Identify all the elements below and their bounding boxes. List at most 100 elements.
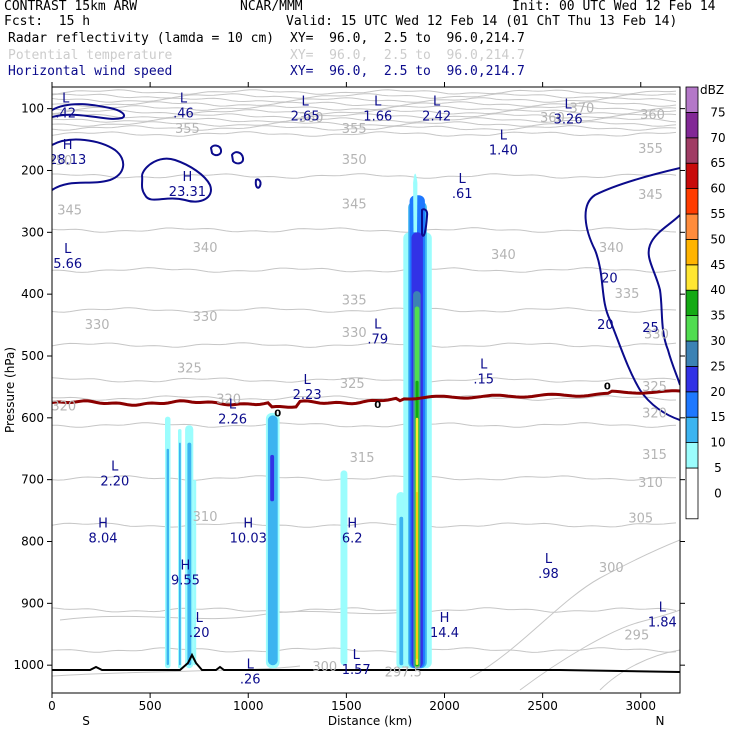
wind-speed-contour — [254, 178, 262, 189]
extremum-type: L — [433, 95, 441, 110]
theta-isentrope — [52, 475, 676, 481]
theta-isentrope — [52, 131, 677, 137]
theta-isentrope — [52, 113, 677, 119]
extremum-value: 1.57 — [342, 663, 371, 678]
plot-frame — [51, 86, 681, 694]
theta-isentrope — [52, 121, 677, 127]
theta-label: 330 — [85, 318, 110, 333]
colorbar-swatch — [685, 238, 699, 266]
extremum-type: H — [181, 558, 191, 573]
colorbar-level: 15 — [710, 410, 725, 424]
extremum-type: L — [302, 95, 310, 110]
theta-isentrope — [52, 395, 677, 401]
extremum-value: 5.66 — [53, 257, 82, 272]
theta-label: 360 — [640, 108, 665, 123]
extremum-type: L — [62, 92, 70, 107]
theta-isentrope — [519, 609, 680, 691]
colorbar-swatch — [685, 213, 699, 240]
south-label: S — [82, 714, 90, 728]
freezing-label: 0 — [274, 408, 281, 419]
extremum-type: L — [545, 552, 553, 567]
reflectivity-cell — [193, 479, 197, 666]
wind-contour-label: 25 — [642, 321, 659, 336]
north-label: N — [656, 714, 665, 728]
wind-speed-contour — [52, 103, 126, 120]
wind-speed-contour — [584, 167, 680, 421]
theta-isentrope — [52, 607, 677, 613]
colorbar-unit: dBZ — [700, 83, 724, 97]
colorbar: dBZ 0 5 10 15 20 25 30 35 40 45 50 55 60 65 70 75 — [685, 83, 726, 520]
x-tick-label: 1500 — [331, 699, 362, 713]
theta-isentrope — [52, 93, 677, 99]
theta-label: 310 — [193, 510, 218, 525]
extremum-value: .79 — [367, 332, 388, 347]
extremum-value: .15 — [473, 372, 494, 387]
extremum-type: L — [229, 398, 237, 413]
extremum-type: L — [659, 600, 667, 615]
wind-speed-contour — [421, 208, 429, 237]
theta-isentrope — [52, 522, 677, 528]
theta-label: 325 — [177, 361, 202, 376]
extremum-value: 2.65 — [291, 110, 320, 125]
theta-isentrope — [469, 539, 680, 679]
theta-label: 355 — [175, 122, 200, 137]
colorbar-level: 70 — [710, 131, 725, 145]
colorbar-level: 5 — [714, 461, 722, 475]
init-time: Init: 00 UTC Wed 12 Feb 14 — [512, 0, 716, 14]
x-axis-label: Distance (km) — [328, 714, 412, 728]
extremum-type: H — [183, 170, 193, 185]
colorbar-swatch — [685, 365, 699, 393]
theta-isentrope — [52, 117, 677, 123]
colorbar-level: 75 — [710, 105, 725, 119]
colorbar-swatch — [685, 112, 699, 139]
colorbar-level: 0 — [714, 486, 722, 500]
extremum-value: 2.26 — [218, 413, 247, 428]
extremum-value: 14.4 — [430, 626, 459, 641]
colorbar-level: 35 — [710, 309, 725, 323]
y-tick-label: 600 — [21, 411, 44, 425]
colorbar-level: 55 — [710, 207, 725, 221]
extremum-type: H — [347, 516, 357, 531]
y-tick-label: 800 — [21, 535, 44, 549]
theta-label: 315 — [642, 448, 667, 463]
extremum-value: 3.26 — [554, 113, 583, 128]
extremum-value: .26 — [240, 672, 261, 687]
extremum-value: 1.84 — [648, 615, 677, 630]
forecast-hour: Fcst: 15 h — [4, 14, 91, 29]
theta-label: 340 — [193, 241, 218, 256]
colorbar-level: 65 — [710, 156, 725, 170]
extremum-type: H — [63, 138, 73, 153]
extremum-type: L — [196, 611, 204, 626]
extremum-type: H — [98, 516, 108, 531]
theta-label: 320 — [51, 400, 76, 415]
theta-label: 370 — [569, 102, 594, 117]
theta-label: 310 — [638, 476, 663, 491]
theta-isentrope — [52, 125, 677, 131]
extremum-type: L — [565, 98, 573, 113]
theta-label: 320 — [216, 392, 241, 407]
theta-label: 330 — [193, 310, 218, 325]
theta-label: 360 — [540, 111, 565, 126]
reflectivity-cell — [340, 470, 348, 666]
extremum-value: .20 — [189, 626, 210, 641]
extremum-value: .46 — [173, 107, 194, 122]
field-wind-xy: XY= 96.0, 2.5 to 96.0,214.7 — [290, 64, 525, 79]
y-tick-label: 300 — [21, 225, 44, 239]
extremum-type: L — [374, 95, 382, 110]
freezing-label: 0 — [604, 382, 611, 393]
center-name: NCAR/MMM — [240, 0, 303, 14]
field-wind-name: Horizontal wind speed — [8, 64, 173, 79]
colorbar-swatch — [685, 340, 699, 367]
theta-label: 340 — [599, 241, 624, 256]
theta-label: 345 — [342, 197, 367, 212]
reflectivity-top — [413, 173, 418, 233]
terrain-profile — [52, 652, 680, 673]
theta-isentrope — [599, 649, 680, 691]
reflectivity-cell — [416, 492, 418, 659]
extremum-type: L — [500, 129, 508, 144]
extremum-value: .42 — [55, 107, 76, 122]
theta-label: 345 — [57, 204, 82, 219]
y-tick-label: 900 — [21, 596, 44, 610]
colorbar-swatch — [685, 162, 699, 189]
